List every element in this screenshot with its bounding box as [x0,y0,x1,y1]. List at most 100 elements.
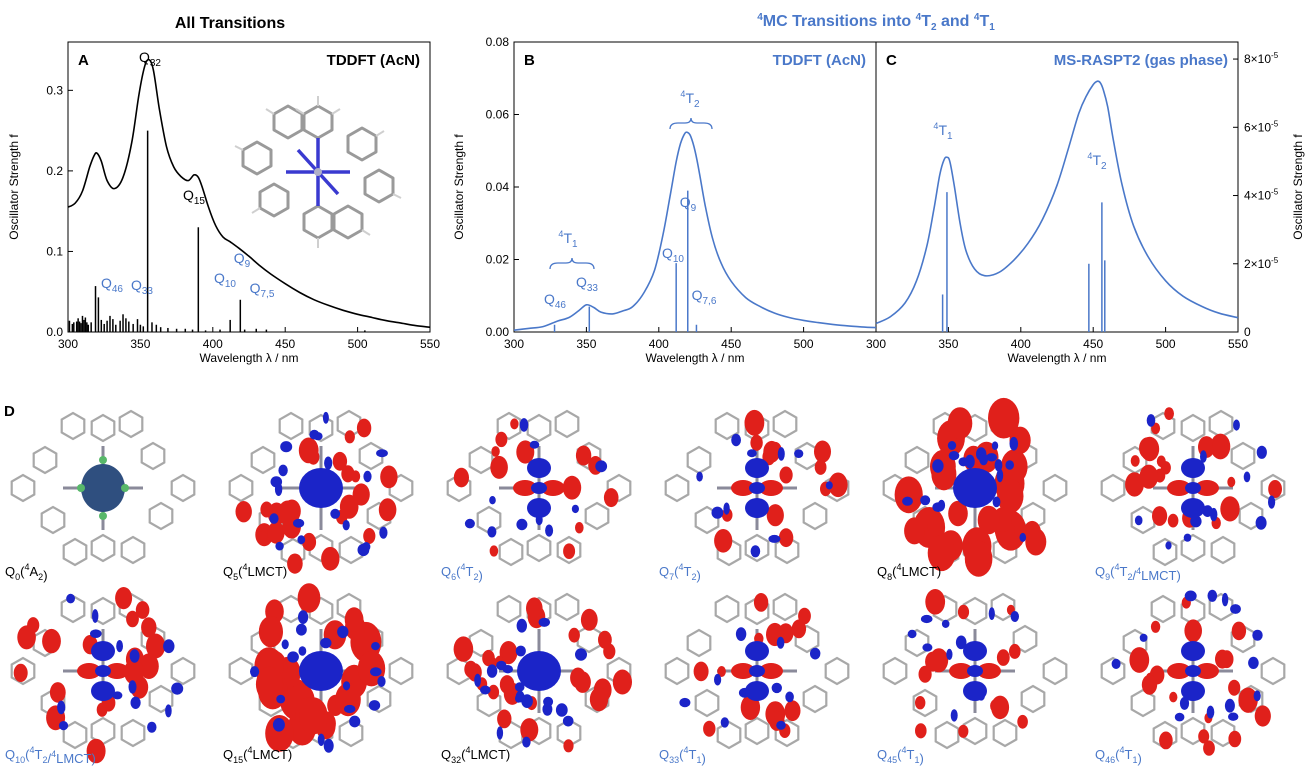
group-brace [549,257,595,270]
orbital-lobe [915,723,927,739]
orbital-lobe [356,418,372,438]
orbital-lobe [1025,528,1047,556]
orbital-lobe [1215,649,1230,669]
state-label: Q45(4T1) [877,745,924,766]
panel-label-a: A [78,52,89,69]
orbital-lobe [992,496,1001,508]
transition-label: 4T2 [680,89,700,110]
orbital-lobe [779,466,793,484]
orbital-lobe [766,504,784,527]
spin-density-lobe [77,484,85,492]
orbital-lobe [380,465,398,489]
x-tick-label: 450 [1083,337,1103,351]
x-tick-label: 500 [348,337,368,351]
y-tick-label: 4×10-5 [1244,188,1279,203]
orbital-lobe [595,460,608,473]
y-tick-label: 0.3 [46,83,63,97]
x-tick-label: 400 [649,337,669,351]
orbital-lobe [357,543,370,557]
orbital-lobe [321,546,340,571]
transition-label: Q32 [139,49,161,69]
orbital-lobe [1184,590,1197,602]
panel-label-b: B [524,52,535,69]
orbital-lobe [91,681,115,701]
x-tick-label: 400 [1011,337,1031,351]
orbital-lobe [958,457,969,467]
orbital-lobe [1220,496,1240,522]
orbital-lobe [379,526,388,539]
orbital-lobe [297,583,321,613]
orbital-lobe [13,663,28,683]
orbital-lobe [258,616,283,648]
orbital-lobe [1181,681,1205,701]
orbital-lobe [296,623,307,636]
orbital-lobe [363,470,372,483]
orbital-lobe [489,496,496,505]
orbital-lobe [711,506,724,519]
orbital-lobe [1185,665,1201,677]
orbital-lobe [516,518,528,531]
orbital-lobe [703,720,716,737]
orbital-lobe [515,645,526,657]
orbital-lobe [58,721,69,731]
orbital-lobe [344,704,356,714]
orbital-lobe [1228,679,1241,696]
orbital-lobe [250,666,260,678]
orbital-lobe [116,640,123,653]
orbital-lobe [320,637,332,649]
orbital-lobe [612,669,633,695]
orbital-lobe [91,641,115,661]
orbital-tile: Q10(4T2/4LMCT) [5,587,196,766]
orbital-lobe [287,553,303,574]
state-label: Q33(4T1) [659,745,706,766]
panel-a-ylabel: Oscillator Strength f [7,134,21,240]
orbital-lobe [929,648,949,673]
panel-label-c: C [886,52,897,69]
orbital-lobe [1019,532,1027,542]
orbital-lobe [370,667,382,677]
orbital-lobe [502,665,513,674]
panel-b-ylabel: Oscillator Strength f [452,134,466,240]
orbital-lobe [1017,714,1028,729]
orbital-lobe [1139,633,1148,642]
orbital-lobe [1141,674,1158,695]
orbital-lobe [714,529,733,553]
orbital-lobe [330,508,341,519]
orbital-lobe [1203,740,1215,756]
orbital-lobe [1009,643,1021,659]
orbital-lobe [768,534,781,543]
orbital-lobe [1179,696,1190,710]
orbital-lobe [529,440,540,449]
orbital-lobe [277,500,298,526]
orbital-lobe [946,648,953,661]
x-tick-label: 300 [504,337,524,351]
orbital-lobe [324,456,333,470]
orbital-lobe [994,459,1003,472]
orbital-lobe [351,470,361,483]
orbital-lobe [474,673,481,687]
state-label: Q32(4LMCT) [441,745,510,765]
x-tick-label: 350 [938,337,958,351]
orbital-lobe [932,459,944,473]
state-label: Q9(4T2/4LMCT) [1095,562,1181,583]
state-label: Q46(4T1) [1095,745,1142,766]
orbital-lobe [487,684,500,700]
orbital-lobe [977,505,1000,535]
orbital-lobe [516,440,535,464]
orbital-lobe [453,467,469,488]
spin-density-lobe [99,456,107,464]
orbital-lobe [920,495,931,506]
x-tick-label: 550 [1228,337,1248,351]
orbital-lobe [574,671,591,693]
x-tick-label: 450 [275,337,295,351]
y-tick-label: 0.2 [46,164,63,178]
orbital-lobe [349,715,361,728]
orbital-lobe [531,482,547,494]
orbital-lobe [522,736,531,748]
orbital-lobe [1206,705,1215,719]
orbital-lobe [717,666,726,677]
orbital-lobe [298,646,307,656]
transition-label: 4T1 [558,229,578,250]
orbital-lobe [297,535,306,545]
state-label: Q7(4T2) [659,562,701,583]
